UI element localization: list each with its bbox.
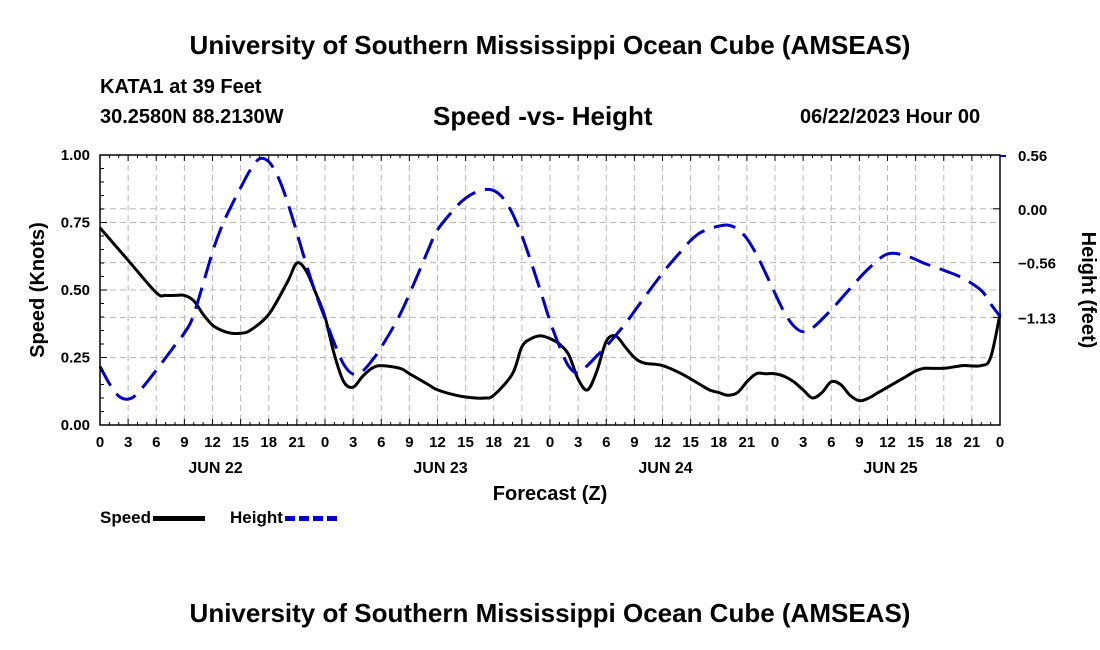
x-axis-label: Forecast (Z) xyxy=(493,483,607,505)
legend-height: Height xyxy=(230,508,337,528)
x-tick-label: 18 xyxy=(935,434,952,451)
x-tick-label: 0 xyxy=(996,434,1004,451)
x-tick-label: 9 xyxy=(630,434,638,451)
x-tick-label: 12 xyxy=(204,434,221,451)
x-tick-label: 15 xyxy=(457,434,474,451)
x-tick-label: 21 xyxy=(514,434,531,451)
x-tick-label: 9 xyxy=(405,434,413,451)
x-tick-label: 0 xyxy=(96,434,104,451)
x-tick-label: 3 xyxy=(799,434,807,451)
x-tick-label: 12 xyxy=(654,434,671,451)
y-tick-label: 1.00 xyxy=(61,147,90,164)
y-tick-label: 0.75 xyxy=(61,215,90,232)
grid xyxy=(100,155,1000,425)
date-label: JUN 22 xyxy=(188,460,242,477)
x-tick-label: 18 xyxy=(710,434,727,451)
legend-height-label: Height xyxy=(230,508,283,527)
x-tick-label: 6 xyxy=(602,434,610,451)
x-tick-label: 18 xyxy=(485,434,502,451)
series-layer xyxy=(98,156,1002,403)
x-tick-label: 21 xyxy=(964,434,981,451)
x-tick-label: 15 xyxy=(907,434,924,451)
x-tick-label: 3 xyxy=(574,434,582,451)
x-tick-label: 15 xyxy=(232,434,249,451)
legend-speed-label: Speed xyxy=(100,508,152,527)
y-tick-label: 0.50 xyxy=(61,282,90,299)
series-height-line xyxy=(98,156,1002,401)
legend-speed-line xyxy=(153,515,206,521)
chart-title: University of Southern Mississippi Ocean… xyxy=(189,30,911,60)
x-tick-label: 21 xyxy=(289,434,306,451)
x-tick-label: 21 xyxy=(739,434,756,451)
forecast-datetime: 06/22/2023 Hour 00 xyxy=(800,106,981,128)
y-tick-label: 0.25 xyxy=(61,350,90,367)
x-tick-label: 6 xyxy=(152,434,160,451)
date-label: JUN 25 xyxy=(863,460,917,477)
station-label: KATA1 at 39 Feet xyxy=(100,76,262,98)
chart-subtitle: Speed -vs- Height xyxy=(433,101,653,131)
x-tick-label: 3 xyxy=(349,434,357,451)
y2-tick-label: 0.00 xyxy=(1018,202,1047,219)
y2-tick-label: 0.56 xyxy=(1018,148,1047,165)
y-tick-label: 0.00 xyxy=(61,417,90,434)
x-tick-label: 3 xyxy=(124,434,132,451)
legend-height-line xyxy=(284,515,337,521)
legend-speed: Speed xyxy=(100,508,206,528)
x-tick-label: 0 xyxy=(771,434,779,451)
y-axis-label: Speed (Knots) xyxy=(27,222,49,358)
x-tick-label: 12 xyxy=(429,434,446,451)
x-tick-label: 15 xyxy=(682,434,699,451)
x-tick-label: 9 xyxy=(180,434,188,451)
x-tick-label: 12 xyxy=(879,434,896,451)
x-tick-label: 6 xyxy=(827,434,835,451)
footer-title: University of Southern Mississippi Ocean… xyxy=(189,598,911,628)
x-tick-label: 6 xyxy=(377,434,385,451)
y2-tick-label: −1.13 xyxy=(1018,310,1056,327)
series-speed-line xyxy=(98,226,1002,403)
y2-axis-label: Height (feet) xyxy=(1077,232,1099,349)
x-tick-label: 0 xyxy=(546,434,554,451)
axes: 0 3 6 9 12 15 18 21 0 3 6 9 12 15 18 21 0 3 6 9 12 15 18 21 0 3 6 9… xyxy=(61,147,1056,477)
station-coordinates: 30.2580N 88.2130W xyxy=(100,106,284,128)
date-label: JUN 24 xyxy=(638,460,692,477)
x-tick-label: 0 xyxy=(321,434,329,451)
x-tick-label: 9 xyxy=(855,434,863,451)
speed-height-chart: 0 3 6 9 12 15 18 21 0 3 6 9 12 15 18 21 0 3 6 9 12 15 18 21 0 3 6 9… xyxy=(27,147,1099,505)
date-label: JUN 23 xyxy=(413,460,467,477)
x-tick-label: 18 xyxy=(260,434,277,451)
y2-tick-label: −0.56 xyxy=(1018,256,1056,273)
